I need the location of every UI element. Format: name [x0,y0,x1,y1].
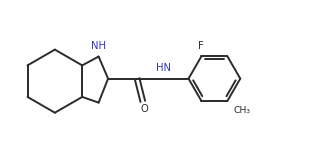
Text: F: F [198,41,204,51]
Text: O: O [141,104,148,114]
Text: NH: NH [91,41,106,51]
Text: CH₃: CH₃ [233,106,250,115]
Text: HN: HN [156,63,171,73]
